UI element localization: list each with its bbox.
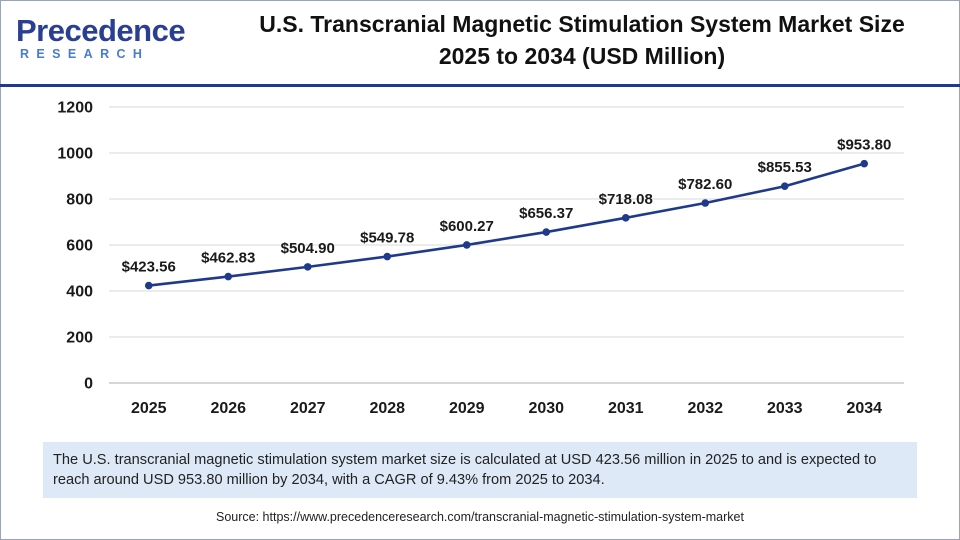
logo-wordmark: Precedence <box>16 13 186 48</box>
data-point <box>701 199 710 207</box>
data-point <box>621 214 630 222</box>
y-tick-label: 1200 <box>57 100 93 117</box>
brand-logo: Precedence RESEARCH <box>16 14 186 70</box>
y-tick-label: 400 <box>66 284 93 301</box>
x-tick-label: 2034 <box>846 400 882 417</box>
x-tick-label: 2029 <box>449 400 485 417</box>
x-tick-label: 2031 <box>608 400 644 417</box>
y-tick-label: 0 <box>84 376 93 393</box>
x-tick-label: 2028 <box>369 400 405 417</box>
x-axis-ticks: 2025 2026 2027 2028 2029 2030 2031 2032 2033 2034 <box>131 400 882 417</box>
data-point <box>303 263 312 271</box>
x-tick-label: 2033 <box>767 400 803 417</box>
logo-subtitle: RESEARCH <box>20 47 150 61</box>
data-point <box>780 182 789 191</box>
chart-title-line-1: U.S. Transcranial Magnetic Stimulation S… <box>259 11 905 37</box>
data-point <box>224 272 233 281</box>
y-tick-label: 1000 <box>57 146 93 163</box>
data-labels: $423.56 $462.83 $504.90 $549.78 $600.27 $656.… <box>122 137 892 276</box>
header: Precedence RESEARCH U.S. Transcranial Ma… <box>0 0 960 87</box>
data-point <box>144 281 153 290</box>
data-point <box>542 228 551 236</box>
data-point <box>383 252 392 261</box>
data-label: $855.53 <box>758 159 812 176</box>
data-label: $782.60 <box>678 176 732 193</box>
data-point <box>462 241 471 249</box>
series-line <box>148 162 865 287</box>
data-label: $423.56 <box>122 259 176 276</box>
series-line-group <box>148 162 865 287</box>
data-label: $718.08 <box>599 191 653 208</box>
data-label: $953.80 <box>837 137 891 154</box>
source-note: Source: https://www.precedenceresearch.c… <box>216 510 744 524</box>
y-tick-label: 600 <box>66 238 93 255</box>
chart-title: U.S. Transcranial Magnetic Stimulation S… <box>232 8 932 72</box>
y-tick-label: 200 <box>66 330 93 347</box>
data-label: $504.90 <box>281 240 335 257</box>
summary-box: The U.S. transcranial magnetic stimulati… <box>43 442 917 498</box>
y-tick-label: 800 <box>66 192 93 209</box>
x-tick-label: 2025 <box>131 400 167 417</box>
logo-wordmark-text: Precedence <box>16 13 186 48</box>
x-tick-label: 2027 <box>290 400 326 417</box>
x-tick-label: 2026 <box>210 400 246 417</box>
x-tick-label: 2030 <box>528 400 564 417</box>
y-axis-ticks: 0 200 400 600 800 1000 1200 <box>57 100 93 393</box>
x-tick-label: 2032 <box>687 400 723 417</box>
data-label: $656.37 <box>519 205 573 222</box>
data-label: $462.83 <box>201 250 255 267</box>
chart-title-line-2: 2025 to 2034 (USD Million) <box>438 43 726 69</box>
data-points <box>144 159 869 290</box>
header-divider <box>0 84 960 87</box>
data-point <box>860 159 869 168</box>
grid-lines <box>109 106 904 338</box>
data-label: $549.78 <box>360 230 414 247</box>
data-label: $600.27 <box>440 218 494 235</box>
